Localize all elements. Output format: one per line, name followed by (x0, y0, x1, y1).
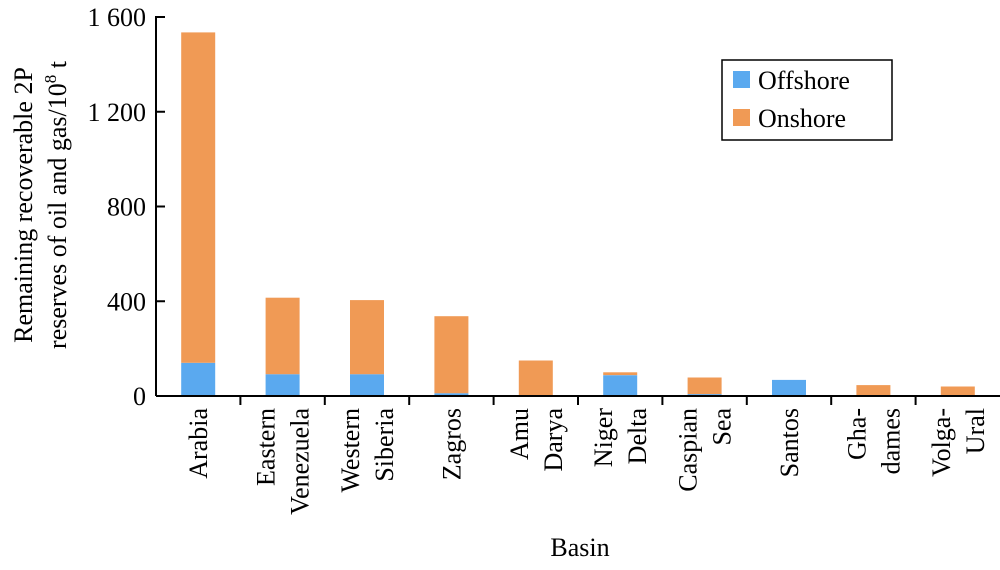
x-category-label-line: Venezuela (286, 408, 315, 515)
x-category-label-line: Zagros (437, 408, 466, 480)
bar-offshore-1 (181, 362, 216, 396)
bars-group (181, 32, 975, 396)
x-category-label-line: Darya (539, 408, 568, 472)
x-category-label-line: Sea (708, 408, 737, 446)
x-category-label-line: Caspian (674, 408, 703, 492)
bar-offshore-6 (603, 375, 638, 396)
y-tick-label: 800 (107, 193, 146, 222)
x-category-label: Arabia (184, 408, 213, 479)
x-category-label-line: Niger (589, 408, 618, 468)
legend: Offshore Onshore (721, 59, 893, 141)
x-category-label: Gha-dames (842, 408, 905, 474)
y-ticks-group: 0 400 800 1 200 1 600 (88, 3, 917, 411)
bar-onshore-7 (687, 377, 722, 395)
y-tick-label: 400 (107, 287, 146, 316)
bar-onshore-10 (940, 386, 975, 396)
x-category-label: Western Siberia (336, 408, 399, 493)
legend-label-offshore: Offshore (758, 66, 850, 95)
x-category-label-line: Delta (623, 408, 652, 465)
y-axis-title-line-2: reserves of oil and gas/108 t (41, 60, 72, 349)
bar-offshore-4 (434, 393, 469, 396)
x-category-label: Niger Delta (589, 408, 652, 468)
y-axis-title-line-1: Remaining recoverable 2P (9, 67, 38, 343)
bar-offshore-2 (265, 374, 300, 396)
y-tick-label: 0 (133, 382, 146, 411)
legend-swatch-onshore (733, 109, 750, 126)
y-axis-title: Remaining recoverable 2P reserves of oil… (9, 60, 72, 349)
bar-onshore-9 (856, 385, 891, 396)
bar-offshore-8 (772, 379, 806, 396)
x-category-label-line: Gha- (842, 408, 871, 460)
bar-offshore-3 (350, 374, 384, 396)
x-category-label: Volga- Ural (927, 408, 990, 477)
x-category-label: Caspian Sea (674, 408, 737, 492)
x-category-labels: Arabia Eastern Venezuela Western Siberia Zagr… (184, 408, 990, 515)
x-category-label-line: Amu (505, 408, 534, 460)
bar-onshore-4 (434, 316, 469, 394)
x-category-label-line: Eastern (252, 408, 281, 486)
x-category-label-line: dames (876, 408, 905, 474)
x-axis-title: Basin (550, 533, 609, 562)
y-tick-label: 1 200 (88, 98, 147, 127)
bar-onshore-6 (603, 372, 638, 376)
x-category-label: Zagros (437, 408, 466, 480)
x-category-label-line: Santos (775, 408, 804, 477)
x-category-label-line: Western (336, 408, 365, 493)
x-category-label-line: Ural (961, 408, 990, 454)
bar-onshore-3 (350, 300, 384, 375)
y-tick-label: 1 600 (88, 3, 147, 32)
bar-onshore-1 (181, 32, 216, 363)
x-category-label-line: Volga- (927, 408, 956, 477)
x-category-label: Eastern Venezuela (252, 408, 315, 515)
legend-frame (721, 59, 893, 141)
bar-onshore-5 (518, 360, 553, 396)
x-category-label: Santos (775, 408, 804, 477)
x-category-label: Amu Darya (505, 408, 568, 472)
legend-swatch-offshore (733, 71, 750, 88)
bar-onshore-2 (265, 297, 300, 375)
legend-label-onshore: Onshore (758, 104, 846, 133)
x-category-label-line: Arabia (184, 408, 213, 479)
x-category-label-line: Siberia (370, 408, 399, 482)
